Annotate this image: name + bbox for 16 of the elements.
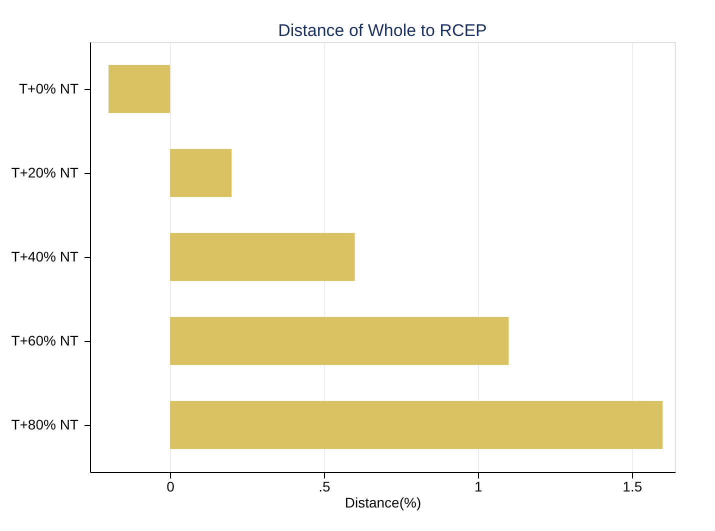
y-tick-label: T+80% NT: [11, 416, 79, 432]
y-tick-label: T+20% NT: [11, 164, 79, 180]
bar: [170, 233, 355, 281]
y-tick-label: T+40% NT: [11, 248, 79, 264]
bar: [170, 317, 509, 365]
chart-title: Distance of Whole to RCEP: [278, 21, 487, 40]
y-tick-label: T+0% NT: [18, 80, 79, 96]
bar: [170, 401, 663, 449]
x-tick-label: 1: [474, 478, 483, 494]
x-axis-title: Distance(%): [344, 494, 422, 510]
y-tick-label: T+60% NT: [11, 332, 79, 348]
x-tick-label: 1.5: [622, 478, 642, 494]
x-tick-label: 0: [166, 478, 175, 494]
bar: [108, 65, 170, 113]
x-tick-label: .5: [318, 478, 331, 494]
bar: [170, 149, 232, 197]
